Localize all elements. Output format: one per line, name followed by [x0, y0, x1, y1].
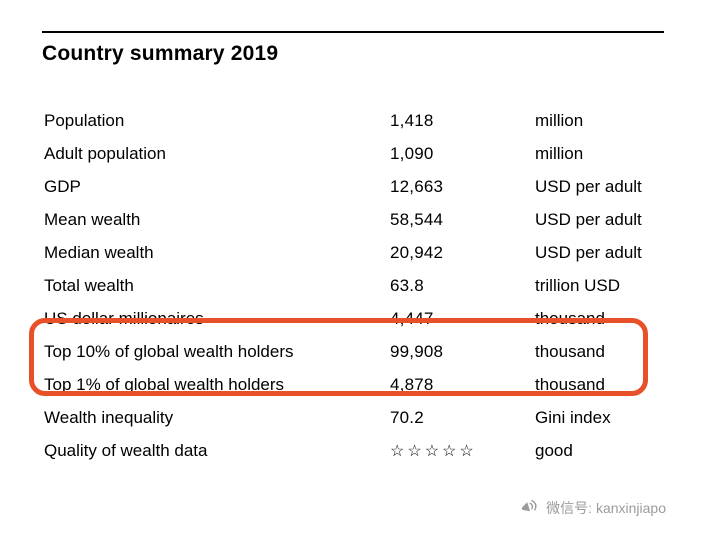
row-value: 4,878: [390, 374, 434, 394]
megaphone-icon: [520, 499, 540, 517]
row-label: Mean wealth: [44, 209, 141, 229]
table-row: Quality of wealth data ☆☆☆☆☆ good: [44, 434, 666, 467]
row-unit: trillion USD: [535, 275, 621, 295]
table-row-highlighted: Top 10% of global wealth holders 99,908 …: [44, 335, 666, 368]
table-row: Median wealth 20,942 USD per adult: [44, 236, 666, 269]
watermark: 微信号: kanxinjiapo: [520, 498, 666, 518]
row-value: 20,942: [390, 242, 444, 262]
row-label: GDP: [44, 176, 81, 196]
table-row: Adult population 1,090 million: [44, 137, 666, 170]
row-label: Quality of wealth data: [44, 440, 208, 460]
row-value: 58,544: [390, 209, 444, 229]
row-value: 4,447: [390, 308, 434, 328]
row-unit: Gini index: [535, 407, 611, 427]
row-value: 99,908: [390, 341, 444, 361]
table-row: US dollar millionaires 4,447 thousand: [44, 302, 666, 335]
row-label: Wealth inequality: [44, 407, 174, 427]
row-label: Top 1% of global wealth holders: [44, 374, 285, 394]
row-value: 63.8: [390, 275, 424, 295]
row-unit: million: [535, 143, 584, 163]
row-label: Top 10% of global wealth holders: [44, 341, 294, 361]
row-unit: million: [535, 110, 584, 130]
row-label: Population: [44, 110, 125, 130]
table-row-highlighted: Top 1% of global wealth holders 4,878 th…: [44, 368, 666, 401]
row-unit: USD per adult: [535, 176, 642, 196]
row-value: 1,090: [390, 143, 434, 163]
watermark-text: 微信号: kanxinjiapo: [546, 500, 666, 516]
row-value: 12,663: [390, 176, 444, 196]
row-unit: thousand: [535, 308, 605, 328]
row-label: Adult population: [44, 143, 166, 163]
row-unit: USD per adult: [535, 209, 642, 229]
row-label: Total wealth: [44, 275, 134, 295]
row-unit: thousand: [535, 341, 605, 361]
row-value: 70.2: [390, 407, 424, 427]
table-row: Mean wealth 58,544 USD per adult: [44, 203, 666, 236]
table-row: Population 1,418 million: [44, 104, 666, 137]
table-row: GDP 12,663 USD per adult: [44, 170, 666, 203]
table-row: Wealth inequality 70.2 Gini index: [44, 401, 666, 434]
row-label: Median wealth: [44, 242, 154, 262]
table-row: Total wealth 63.8 trillion USD: [44, 269, 666, 302]
page-title: Country summary 2019: [42, 42, 279, 65]
row-label: US dollar millionaires: [44, 308, 204, 328]
row-value quality-stars: ☆☆☆☆☆: [390, 442, 477, 460]
row-unit: thousand: [535, 374, 605, 394]
row-unit: USD per adult: [535, 242, 642, 262]
row-value: 1,418: [390, 110, 434, 130]
row-unit: good: [535, 440, 573, 460]
country-summary-table: Population 1,418 million Adult populatio…: [44, 104, 666, 467]
header-rule: [42, 31, 664, 33]
